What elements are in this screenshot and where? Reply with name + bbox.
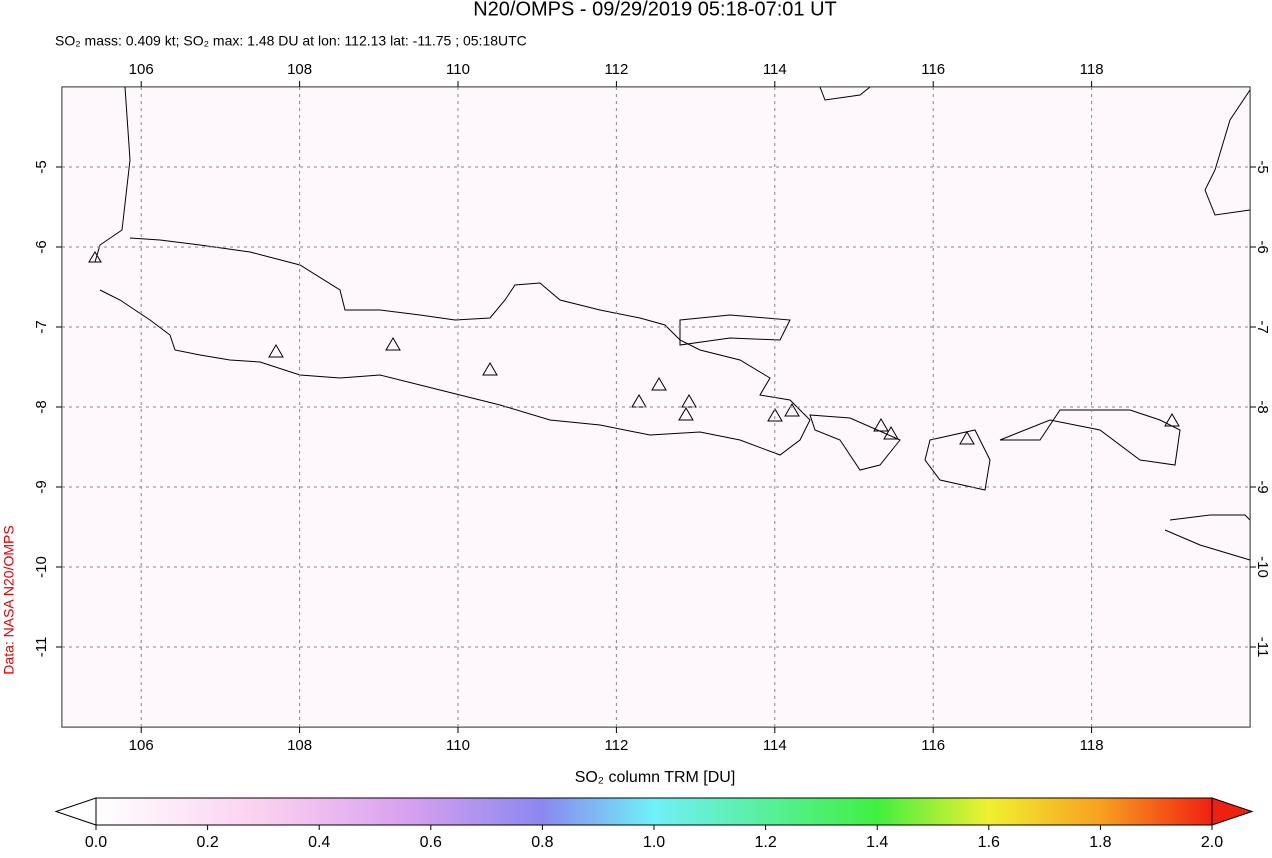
x-tick-label: 108 [287,61,312,78]
coastline [999,409,1181,466]
x-tick-label: 110 [446,737,470,754]
x-tick-label: 118 [1080,737,1104,754]
coastline [924,429,991,491]
y-tick-label: -11 [1254,637,1271,658]
x-tick-label: 106 [129,737,154,754]
y-tick-label: -8 [1254,400,1271,413]
coastline [1204,89,1251,216]
x-tick-label: 116 [921,61,945,78]
x-tick-label: 108 [287,737,312,754]
subtitle: SO₂ mass: 0.409 kt; SO₂ max: 1.48 DU at … [55,33,527,49]
coastline [679,314,791,346]
colorbar [95,797,1213,826]
colorbar-tick-label: 1.2 [754,834,776,851]
x-tick-label: 112 [604,737,628,754]
y-tick-label: -6 [1254,240,1271,253]
coastline [819,86,871,101]
y-tick-label: -11 [33,637,50,658]
colorbar-tick-label: 1.6 [978,834,1000,851]
colorbar-label: SO₂ column TRM [DU] [575,769,736,786]
colorbar-tick-label: 1.0 [643,834,665,851]
y-tick-label: -7 [1254,320,1271,333]
y-tick-label: -9 [33,480,50,493]
y-tick-label: -8 [33,400,50,413]
x-tick-label: 116 [921,737,945,754]
x-tick-label: 106 [129,61,154,78]
x-tick-label: 118 [1080,61,1104,78]
colorbar-tick-label: 1.8 [1089,834,1111,851]
title: N20/OMPS - 09/29/2019 05:18-07:01 UT [473,0,837,20]
colorbar-over [1211,797,1254,826]
colorbar-tick-label: 2.0 [1201,834,1223,851]
credit: Data: NASA N20/OMPS [1,525,17,674]
y-tick-label: -10 [33,556,50,578]
colorbar-tick-label: 0.8 [531,834,553,851]
colorbar-tick-label: 0.0 [85,834,107,851]
x-tick-label: 112 [604,61,628,78]
y-tick-label: -10 [1254,556,1271,578]
colorbar-tick-label: 0.2 [196,834,218,851]
y-tick-label: -9 [1254,480,1271,493]
colorbar-tick-label: 0.6 [420,834,442,851]
y-tick-label: -6 [33,240,50,253]
x-tick-label: 110 [446,61,470,78]
colorbar-under [54,797,97,826]
colorbar-tick-label: 0.4 [308,834,330,851]
x-tick-label: 114 [763,61,787,78]
colorbar-tick-label: 1.4 [866,834,888,851]
coastline [1164,514,1251,561]
y-tick-label: -7 [33,320,50,333]
y-tick-label: -5 [1254,160,1271,173]
coastline [809,414,901,471]
coastline [94,86,131,263]
y-tick-label: -5 [33,160,50,173]
x-tick-label: 114 [763,737,787,754]
